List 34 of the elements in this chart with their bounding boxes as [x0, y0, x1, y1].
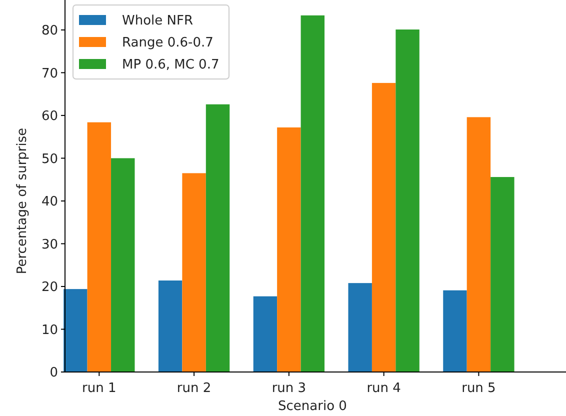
- x-tick-label: run 2: [176, 381, 212, 396]
- bar: [87, 122, 112, 372]
- x-tick-label: run 3: [272, 381, 306, 396]
- legend-label: Range 0.6-0.7: [122, 36, 214, 51]
- bar: [490, 177, 514, 372]
- y-tick-label: 60: [41, 109, 58, 124]
- x-axis-title: Scenario 0: [278, 399, 347, 414]
- x-tick-label: run 5: [462, 381, 496, 396]
- x-tick-label: run 1: [82, 381, 116, 396]
- legend-label: MP 0.6, MC 0.7: [122, 58, 220, 73]
- legend-label: Whole NFR: [122, 14, 194, 29]
- bar: [253, 296, 278, 372]
- bar: [348, 283, 372, 372]
- y-tick-label: 80: [41, 23, 58, 38]
- y-axis-title: Percentage of surprise: [15, 128, 30, 274]
- y-tick-label: 70: [41, 66, 58, 82]
- bar: [277, 127, 301, 372]
- bar: [396, 30, 420, 372]
- bar: [443, 290, 467, 372]
- y-tick-label: 50: [41, 152, 58, 167]
- bar: [300, 15, 325, 372]
- bar: [206, 104, 230, 372]
- bar: [158, 280, 182, 372]
- y-tick-label: 0: [50, 366, 58, 381]
- y-tick-label: 30: [41, 237, 58, 252]
- y-tick-label: 10: [41, 322, 58, 338]
- bar: [111, 158, 135, 372]
- bar: [466, 117, 491, 372]
- bar: [64, 289, 88, 372]
- bar: [182, 173, 206, 372]
- y-tick-label: 20: [41, 280, 58, 296]
- bar: [372, 82, 396, 372]
- x-tick-label: run 4: [366, 381, 401, 396]
- y-tick-label: 40: [41, 194, 58, 210]
